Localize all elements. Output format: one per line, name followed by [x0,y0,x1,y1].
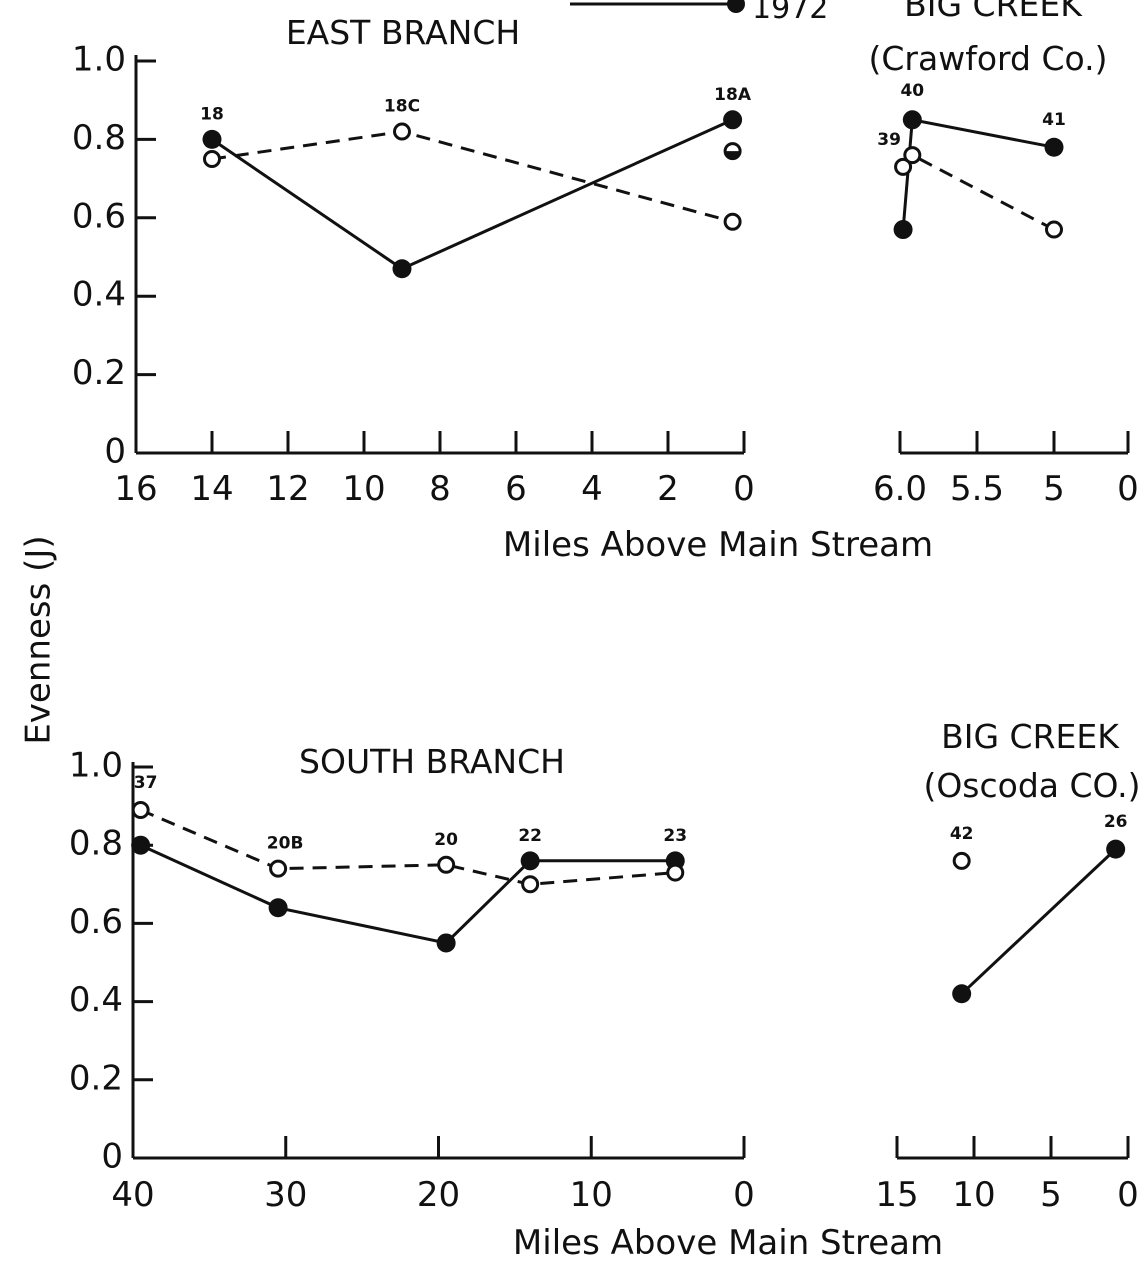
station-label: 20B [267,834,304,854]
station-label: 20 [434,830,458,850]
point-open [437,855,456,874]
point-open [203,150,221,168]
point-open [723,212,742,231]
x-tick-label: 6 [505,469,527,509]
x-tick-label: 10 [342,469,385,509]
y-tick-label: 0 [104,432,126,472]
station-label: 42 [950,824,974,844]
point-filled [952,984,972,1004]
x-tick-label: 12 [266,469,309,509]
x-axis-title-bottom: Miles Above Main Stream [513,1223,943,1262]
y-tick-label: 0.4 [72,275,126,315]
station-label: 40 [900,81,924,101]
point-filled [436,933,456,953]
point-filled [893,220,913,240]
y-tick-label: 0.4 [69,980,123,1020]
x-tick-label: 2 [657,469,679,509]
legend: 1972 [570,0,828,26]
y-tick-label: 1.0 [72,40,126,80]
x-tick-label: 5 [1040,1175,1062,1215]
panel-big-creek-crawford: 6.0 5.5 5 0 39 40 41 [873,81,1138,509]
panel-title-south-branch: SOUTH BRANCH [299,742,565,781]
x-tick-label: 30 [264,1175,307,1215]
series-line-dashed [211,130,733,224]
x-tick-label: 20 [417,1175,460,1215]
y-tick-label: 0.2 [72,353,126,393]
x-tick-label: 5 [1043,469,1065,509]
point-half-fill [725,151,741,159]
panel-east-branch: 0 0.2 0.4 0.6 0.8 1.0 16 14 12 10 8 6 4 2 0 18 18C 18A [72,40,755,510]
y-tick-label: 0.8 [72,118,126,158]
y-tick-label: 0.2 [69,1058,123,1098]
x-tick-label: 4 [581,469,603,509]
y-tick-label: 1.0 [69,746,123,786]
x-tick-label: 40 [111,1175,154,1215]
x-tick-label: 10 [570,1175,613,1215]
panel-big-creek-oscoda: 15 10 5 0 42 26 [875,812,1138,1215]
station-label: 37 [134,773,158,793]
series-line-1972 [139,843,676,945]
point-open [952,851,971,870]
y-axis-title: Evenness (J) [19,535,59,744]
station-label: 18A [714,85,752,105]
x-tick-label: 14 [190,469,233,509]
point-filled [1106,839,1126,859]
station-label: 41 [1042,110,1066,130]
x-tick-label: 16 [114,469,157,509]
point-open [1045,220,1063,239]
panel-title-big-creek-crawford: BIG CREEK [904,0,1083,24]
point-filled [131,835,151,855]
series-line-1972 [211,118,734,271]
point-filled [520,851,540,871]
panel-subtitle-big-creek-crawford: (Crawford Co.) [869,39,1108,78]
y-tick-label: 0.6 [69,902,123,942]
x-axis-title-top: Miles Above Main Stream [503,525,933,565]
point-filled [1044,137,1064,157]
point-open [894,157,913,176]
series-line-dashed [901,153,1055,231]
x-tick-label: 8 [429,469,451,509]
point-open [521,875,540,894]
station-label: 18C [384,97,420,117]
y-tick-label: 0.8 [69,824,123,864]
y-tick-label: 0 [101,1137,123,1177]
point-filled [723,110,743,130]
legend-label-1972: 1972 [752,0,828,26]
point-open [903,146,922,165]
x-tick-label: 0 [733,469,755,509]
station-label: 23 [663,826,687,846]
panel-title-big-creek-oscoda: BIG CREEK [941,717,1120,756]
point-open [131,801,150,820]
station-label: 26 [1104,812,1128,832]
panel-south-branch: 0 0.2 0.4 0.6 0.8 1.0 40 30 20 10 0 37 20B 20 22 23 [69,746,755,1216]
station-label: 22 [518,826,542,846]
series-line-dashed [140,808,676,886]
x-tick-label: 0 [1117,1175,1138,1215]
x-tick-label: 10 [952,1175,995,1215]
point-open [393,122,411,141]
x-tick-label: 5.5 [950,469,1004,509]
point-filled [902,110,922,130]
y-tick-label: 0.6 [72,196,126,236]
x-tick-label: 0 [1117,469,1138,509]
point-filled [268,898,288,918]
x-tick-label: 6.0 [873,469,927,509]
panel-title-east-branch: EAST BRANCH [286,13,520,52]
x-tick-label: 15 [875,1175,918,1215]
x-tick-label: 0 [733,1175,755,1215]
point-open [269,859,288,878]
station-label: 39 [877,130,901,150]
point-filled [392,259,412,279]
legend-filled-marker [727,0,745,13]
point-filled [202,129,222,149]
panel-subtitle-big-creek-oscoda: (Oscoda CO.) [923,766,1138,805]
series-line-1972 [901,118,1055,230]
point-open [666,863,685,882]
series-line-1972 [960,848,1117,995]
station-label: 18 [200,104,224,124]
